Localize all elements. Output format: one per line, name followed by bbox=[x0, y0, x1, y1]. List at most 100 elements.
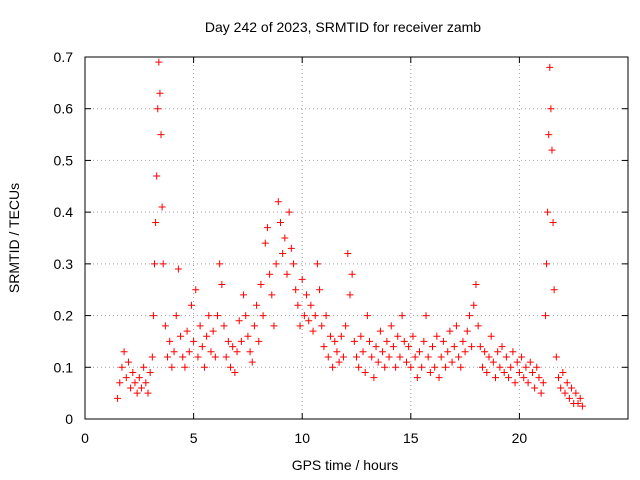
data-point bbox=[513, 358, 521, 366]
data-point bbox=[203, 332, 211, 340]
data-point bbox=[116, 379, 124, 387]
data-point bbox=[158, 203, 166, 211]
data-point bbox=[396, 353, 404, 361]
data-point bbox=[211, 353, 219, 361]
data-point bbox=[459, 337, 467, 345]
data-point bbox=[294, 301, 302, 309]
x-tick-label: 0 bbox=[81, 430, 89, 446]
data-point bbox=[472, 281, 480, 289]
data-point bbox=[398, 312, 406, 320]
data-point bbox=[183, 327, 191, 335]
data-point bbox=[148, 353, 156, 361]
data-point bbox=[559, 368, 567, 376]
data-point bbox=[485, 353, 493, 361]
y-tick-label: 0.2 bbox=[54, 308, 74, 324]
data-point bbox=[379, 348, 387, 356]
y-tick-label: 0.6 bbox=[54, 101, 74, 117]
data-point bbox=[170, 348, 178, 356]
data-point bbox=[400, 337, 408, 345]
data-point bbox=[402, 358, 410, 366]
data-point bbox=[253, 301, 261, 309]
data-point bbox=[335, 358, 343, 366]
data-point bbox=[261, 239, 269, 247]
data-point bbox=[131, 379, 139, 387]
data-point bbox=[220, 322, 228, 330]
data-point bbox=[572, 389, 580, 397]
data-point bbox=[431, 363, 439, 371]
data-point bbox=[511, 379, 519, 387]
data-point bbox=[250, 322, 258, 330]
data-point bbox=[263, 224, 271, 232]
data-point bbox=[543, 260, 551, 268]
x-tick-label: 5 bbox=[190, 430, 198, 446]
data-point bbox=[557, 384, 565, 392]
data-point bbox=[355, 363, 363, 371]
data-point bbox=[135, 374, 143, 382]
data-point bbox=[478, 363, 486, 371]
data-point bbox=[292, 286, 300, 294]
data-point bbox=[285, 208, 293, 216]
data-point bbox=[222, 353, 230, 361]
data-point bbox=[168, 363, 176, 371]
data-point bbox=[418, 363, 426, 371]
x-tick-label: 15 bbox=[403, 430, 419, 446]
data-point bbox=[433, 332, 441, 340]
data-point bbox=[313, 260, 321, 268]
data-point bbox=[383, 337, 391, 345]
data-point bbox=[370, 374, 378, 382]
data-point bbox=[298, 275, 306, 283]
data-point bbox=[337, 332, 345, 340]
data-point bbox=[316, 286, 324, 294]
data-point bbox=[127, 384, 135, 392]
data-point bbox=[535, 374, 543, 382]
data-point bbox=[442, 363, 450, 371]
y-tick-label: 0.5 bbox=[54, 152, 74, 168]
data-point bbox=[296, 322, 304, 330]
data-point bbox=[546, 63, 554, 71]
data-point bbox=[524, 379, 532, 387]
data-point bbox=[246, 348, 254, 356]
data-point bbox=[476, 343, 484, 351]
data-point bbox=[233, 348, 241, 356]
data-points bbox=[114, 58, 586, 410]
y-tick-labels: 0 0.1 0.2 0.3 0.4 0.5 0.6 0.7 bbox=[54, 49, 74, 427]
data-point bbox=[348, 270, 356, 278]
data-point bbox=[574, 399, 582, 407]
data-point bbox=[154, 105, 162, 113]
data-point bbox=[144, 389, 152, 397]
data-point bbox=[539, 379, 547, 387]
data-point bbox=[413, 374, 421, 382]
data-point bbox=[450, 343, 458, 351]
data-point bbox=[331, 337, 339, 345]
data-point bbox=[181, 363, 189, 371]
data-point bbox=[549, 218, 557, 226]
data-point bbox=[422, 312, 430, 320]
data-point bbox=[568, 384, 576, 392]
data-point bbox=[368, 353, 376, 361]
data-point bbox=[420, 337, 428, 345]
data-point bbox=[122, 374, 130, 382]
data-point bbox=[461, 348, 469, 356]
data-point bbox=[502, 353, 510, 361]
data-point bbox=[541, 312, 549, 320]
data-point bbox=[177, 332, 185, 340]
data-point bbox=[322, 312, 330, 320]
plot-frame bbox=[84, 56, 629, 420]
data-point bbox=[274, 198, 282, 206]
data-point bbox=[520, 374, 528, 382]
data-point bbox=[196, 322, 204, 330]
data-point bbox=[481, 348, 489, 356]
data-point bbox=[415, 348, 423, 356]
data-point bbox=[218, 281, 226, 289]
data-point bbox=[578, 402, 586, 410]
data-point bbox=[244, 332, 252, 340]
data-point bbox=[235, 317, 243, 325]
data-point bbox=[515, 368, 523, 376]
x-tick-label: 10 bbox=[294, 430, 310, 446]
data-point bbox=[452, 322, 460, 330]
data-point bbox=[389, 343, 397, 351]
data-point bbox=[448, 358, 456, 366]
y-tick-label: 0.4 bbox=[54, 204, 74, 220]
